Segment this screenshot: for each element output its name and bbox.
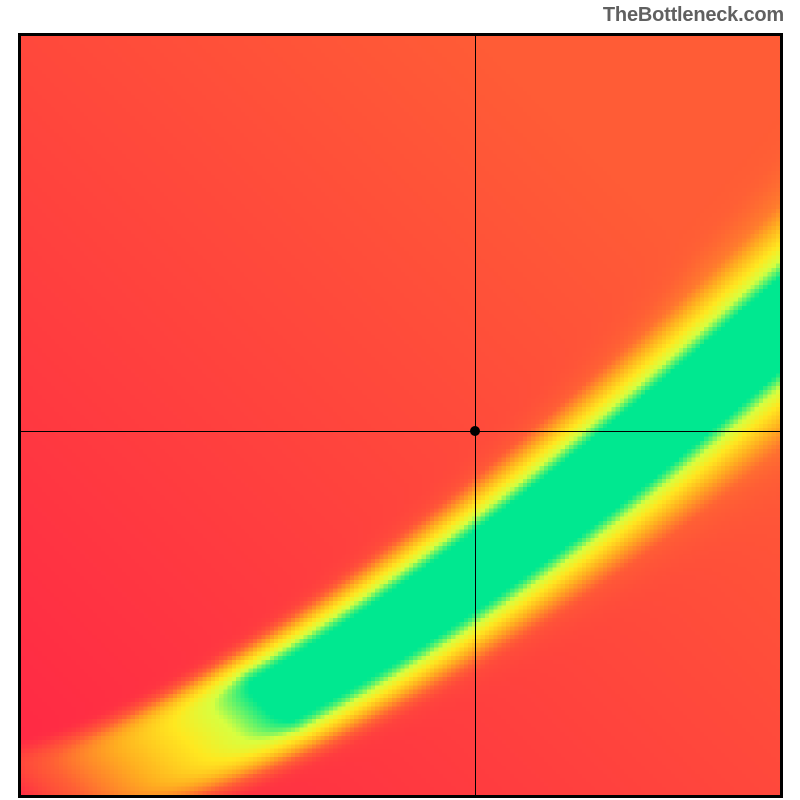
crosshair-horizontal: [21, 431, 780, 432]
heatmap-canvas: [21, 36, 780, 795]
crosshair-vertical: [475, 36, 476, 795]
watermark-text: TheBottleneck.com: [603, 4, 784, 27]
heatmap-plot: [18, 33, 783, 798]
bottleneck-marker: [470, 426, 480, 436]
